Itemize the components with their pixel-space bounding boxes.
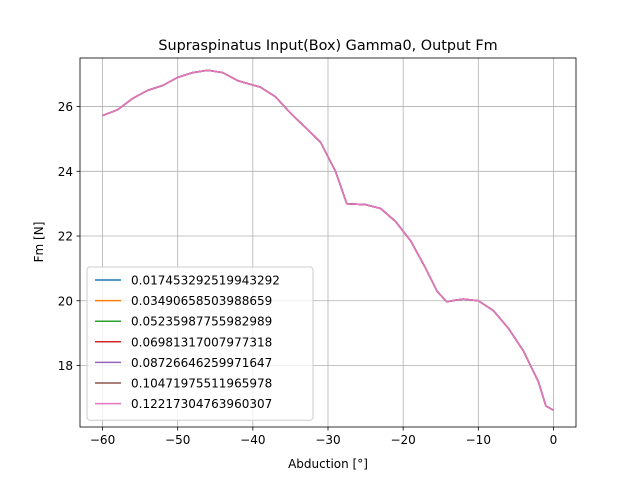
y-tick-label: 20 bbox=[58, 294, 73, 308]
legend-box bbox=[86, 266, 314, 421]
x-tick-label: 0 bbox=[550, 433, 558, 447]
x-tick-label: −10 bbox=[466, 433, 491, 447]
legend-label-1: 0.017453292519943292 bbox=[131, 274, 280, 288]
y-tick-label: 26 bbox=[58, 100, 73, 114]
x-axis-label: Abduction [°] bbox=[288, 457, 368, 471]
legend-label-3: 0.05235987755982989 bbox=[131, 315, 272, 329]
x-tick-label: −30 bbox=[315, 433, 340, 447]
legend: 0.017453292519943292 0.03490658503988659 0… bbox=[86, 266, 314, 421]
series-line-7 bbox=[102, 69, 554, 411]
y-axis-label: Fm [N] bbox=[32, 222, 46, 263]
legend-label-2: 0.03490658503988659 bbox=[131, 294, 272, 308]
x-tick-label: −60 bbox=[90, 433, 115, 447]
legend-label-4: 0.06981317007977318 bbox=[131, 335, 272, 349]
y-tick-label: 24 bbox=[58, 165, 73, 179]
x-tick-label: −40 bbox=[240, 433, 265, 447]
y-tick-label: 18 bbox=[58, 359, 73, 373]
legend-label-5: 0.08726646259971647 bbox=[131, 356, 272, 370]
x-tick-label: −50 bbox=[165, 433, 190, 447]
x-tick-label: −20 bbox=[390, 433, 415, 447]
y-tick-label: 22 bbox=[58, 230, 73, 244]
legend-label-7: 0.12217304763960307 bbox=[131, 397, 272, 411]
legend-label-6: 0.10471975511965978 bbox=[131, 377, 272, 391]
chart-title: Supraspinatus Input(Box) Gamma0, Output … bbox=[158, 38, 497, 54]
series-lines bbox=[102, 69, 554, 411]
axis-ticks: −60 −50 −40 −30 −20 −10 0 18 20 22 24 26 bbox=[58, 100, 558, 447]
